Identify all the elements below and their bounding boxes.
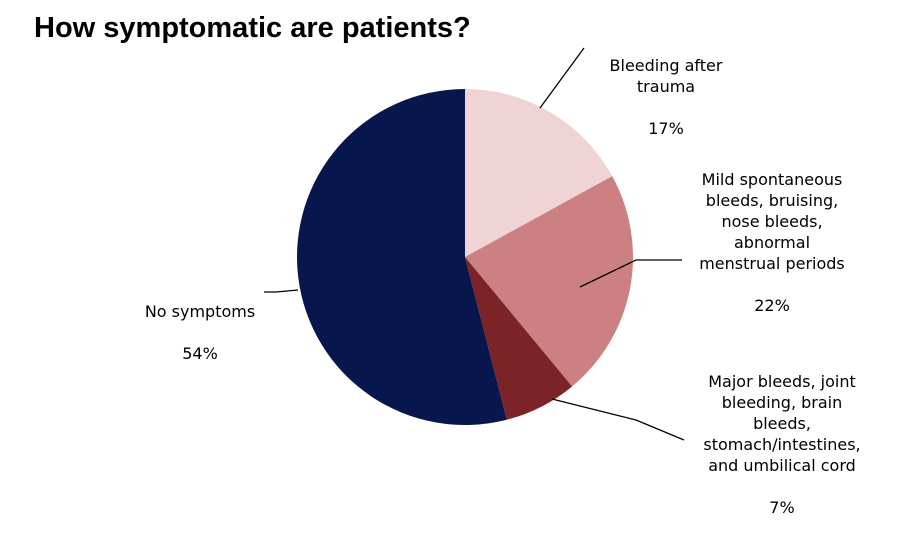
- pie-slice-major-bleeds: [465, 257, 573, 420]
- leader-line-mild-spontaneous-bleeds: [579, 259, 682, 288]
- slice-label-bleeding-after-trauma: Bleeding after trauma 17%: [584, 34, 748, 160]
- pie-slice-no-symptoms: [297, 89, 507, 425]
- slice-category-label: Mild spontaneous bleeds, bruising, nose …: [699, 170, 845, 273]
- slice-value-label: 22%: [754, 296, 790, 315]
- slice-label-major-bleeds: Major bleeds, joint bleeding, brain blee…: [684, 350, 880, 539]
- slice-value-label: 54%: [182, 344, 218, 363]
- slice-label-no-symptoms: No symptoms 54%: [114, 280, 286, 385]
- leader-line-major-bleeds: [551, 398, 685, 441]
- slice-category-label: Major bleeds, joint bleeding, brain blee…: [703, 372, 861, 475]
- leader-line-no-symptoms: [264, 289, 299, 293]
- slice-value-label: 17%: [648, 119, 684, 138]
- slice-value-label: 7%: [769, 498, 795, 517]
- chart-title: How symptomatic are patients?: [34, 12, 471, 44]
- pie-slice-bleeding-after-trauma: [465, 89, 613, 257]
- slice-category-label: Bleeding after trauma: [609, 56, 723, 96]
- leader-line-bleeding-after-trauma: [539, 47, 585, 109]
- slice-category-label: No symptoms: [144, 302, 256, 321]
- pie-slice-mild-spontaneous-bleeds: [465, 176, 633, 387]
- slice-label-mild-spontaneous-bleeds: Mild spontaneous bleeds, bruising, nose …: [664, 148, 880, 337]
